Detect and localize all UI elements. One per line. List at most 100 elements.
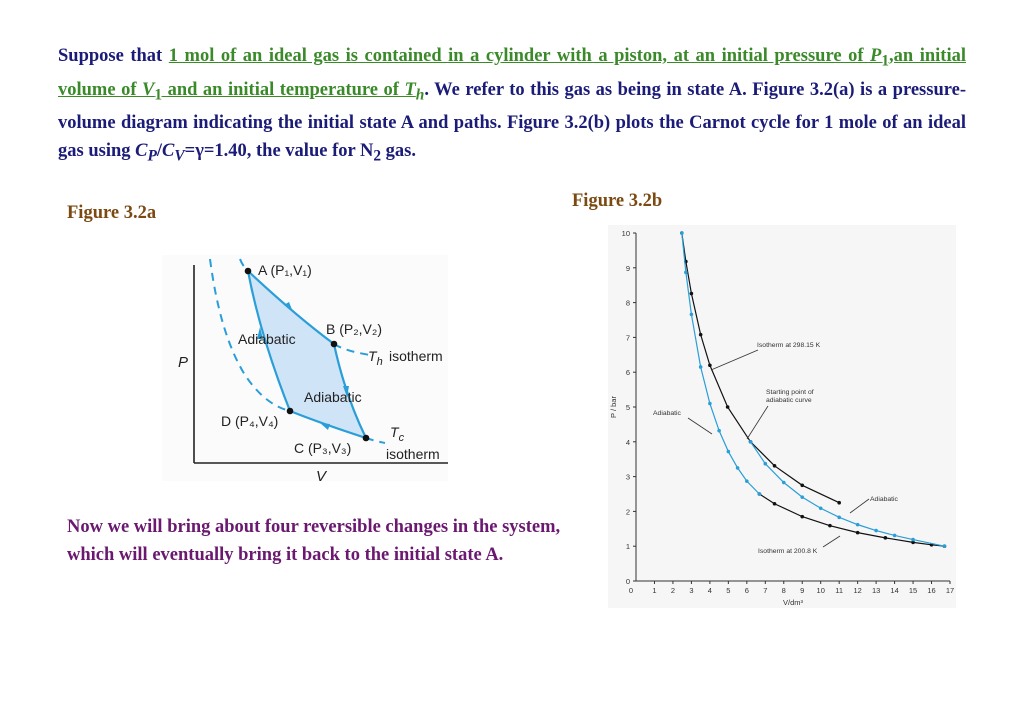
adiabatic-label-1: Adiabatic [238,331,296,347]
y-tick-label: 3 [626,473,630,482]
series-point-3 [911,537,915,542]
annotation-adiabatic-left: Adiabatic [653,410,682,417]
arrow-c-d [320,423,330,430]
series-point-3 [748,440,753,444]
x-tick-label: 10 [817,586,825,595]
highlight-text-2: ,an initial volume of [58,46,966,100]
arrow-b-c [343,386,349,397]
point-d [286,407,294,415]
x-tick-label: 17 [946,586,954,595]
series-point-2 [708,401,712,406]
figure-b-background [608,225,956,608]
series-point-1 [828,523,832,528]
annotation-starting-point-1: Starting point of [766,389,814,396]
y-tick-label: 9 [626,264,630,273]
x-tick-label: 13 [872,586,880,595]
x-tick-label: 15 [909,586,917,595]
annotation-arrow-adiabatic-left [687,417,713,435]
adiabatic-label-2: Adiabatic [304,389,362,405]
series-point-1 [772,501,777,506]
state-a-label: A (P₁,V₁) [258,262,312,278]
n2-sub: 2 [373,148,382,166]
cycle-region [248,271,366,438]
symbol-t-sub: h [415,86,425,104]
y-tick-label: 4 [626,438,630,447]
highlight-text-3: and an initial temperature of [162,79,405,100]
figure-a-diagram: A (P₁,V₁) B (P₂,V₂) C (P₃,V₃) D (P₄,V₄) … [178,258,448,485]
annotation-arrow-298 [710,349,759,371]
series-point-3 [855,522,860,527]
symbol-cp-sub: P [147,148,157,166]
figure-b-label: Figure 3.2b [572,191,663,211]
intro-text-2: . We refer to this gas as being in state… [58,79,966,162]
series-point-0 [689,291,694,296]
x-tick-label: 3 [689,586,693,595]
y-axis-title: P / bar [609,396,618,418]
x-axis-title: V/dm³ [783,598,804,607]
point-a [244,267,252,275]
arrow-d-a [257,327,263,339]
symbol-p-sub: 1 [881,52,890,70]
state-c-label: C (P₃,V₃) [294,440,351,456]
x-tick-label: 12 [853,586,861,595]
x-tick-label: 14 [890,586,898,595]
series-line-1 [759,493,945,547]
y-tick-label: 10 [622,229,630,238]
series-point-3 [837,515,841,520]
series-point-2 [757,492,762,496]
x-tick-label: 16 [927,586,935,595]
x-tick-label: 5 [726,586,730,595]
symbol-cv-sub: V [174,148,185,166]
x-tick-label: 9 [800,586,804,595]
state-d-label: D (P₄,V₄) [221,413,278,429]
series-point-0 [698,332,703,337]
y-tick-label: 1 [626,542,630,551]
series-point-3 [874,528,878,533]
series-point-1 [855,530,860,535]
series-point-2 [689,312,694,317]
state-b-label: B (P₂,V₂) [326,321,382,337]
x-tick-label: 6 [745,586,749,595]
series-point-2 [680,231,684,235]
symbol-p: P [870,46,882,66]
series-point-3 [781,480,786,485]
y-tick-label: 5 [626,403,630,412]
arrow-a-b [284,302,293,312]
annotation-arrow-start [746,405,769,440]
annotation-starting-point-2: adiabatic curve [766,397,812,404]
point-c [362,434,370,442]
annotation-adiabatic-right: Adiabatic [870,496,899,503]
tc-isotherm-label: isotherm [386,446,440,462]
series-point-2 [726,449,731,454]
series-line-2 [681,232,760,495]
y-tick-label: 2 [626,507,630,516]
series-point-2 [735,466,740,470]
series-point-3 [818,506,823,511]
series-line-0 [681,232,840,504]
path-a-b [247,270,335,345]
dashed-th-isotherm [333,343,371,356]
dashed-adiabatic-outer [209,258,291,412]
series-point-3 [942,544,947,548]
intro-paragraph: Suppose that 1 mol of an ideal gas is co… [58,42,966,171]
series-point-2 [717,428,721,433]
y-tick-label: 8 [626,299,630,308]
series-point-0 [837,500,841,505]
x-tick-label: 8 [782,586,786,595]
highlight-text-1: 1 mol of an ideal gas is contained in a … [168,46,871,66]
intro-text-4: gas. [381,141,416,162]
series-point-2 [698,365,703,369]
x-tick-label: 4 [708,586,712,595]
x-tick-label: 11 [835,586,843,595]
series-point-0 [800,483,805,488]
series-point-3 [892,533,897,538]
series-point-2 [745,479,749,483]
symbol-cp: C [135,141,148,162]
y-tick-label: 0 [626,577,630,586]
th-label: Th [368,348,383,368]
annotation-isotherm-200: Isotherm at 200.8 K [758,548,818,555]
v-axis-label: V [316,468,328,485]
series-point-1 [911,540,915,545]
series-point-3 [763,461,768,466]
